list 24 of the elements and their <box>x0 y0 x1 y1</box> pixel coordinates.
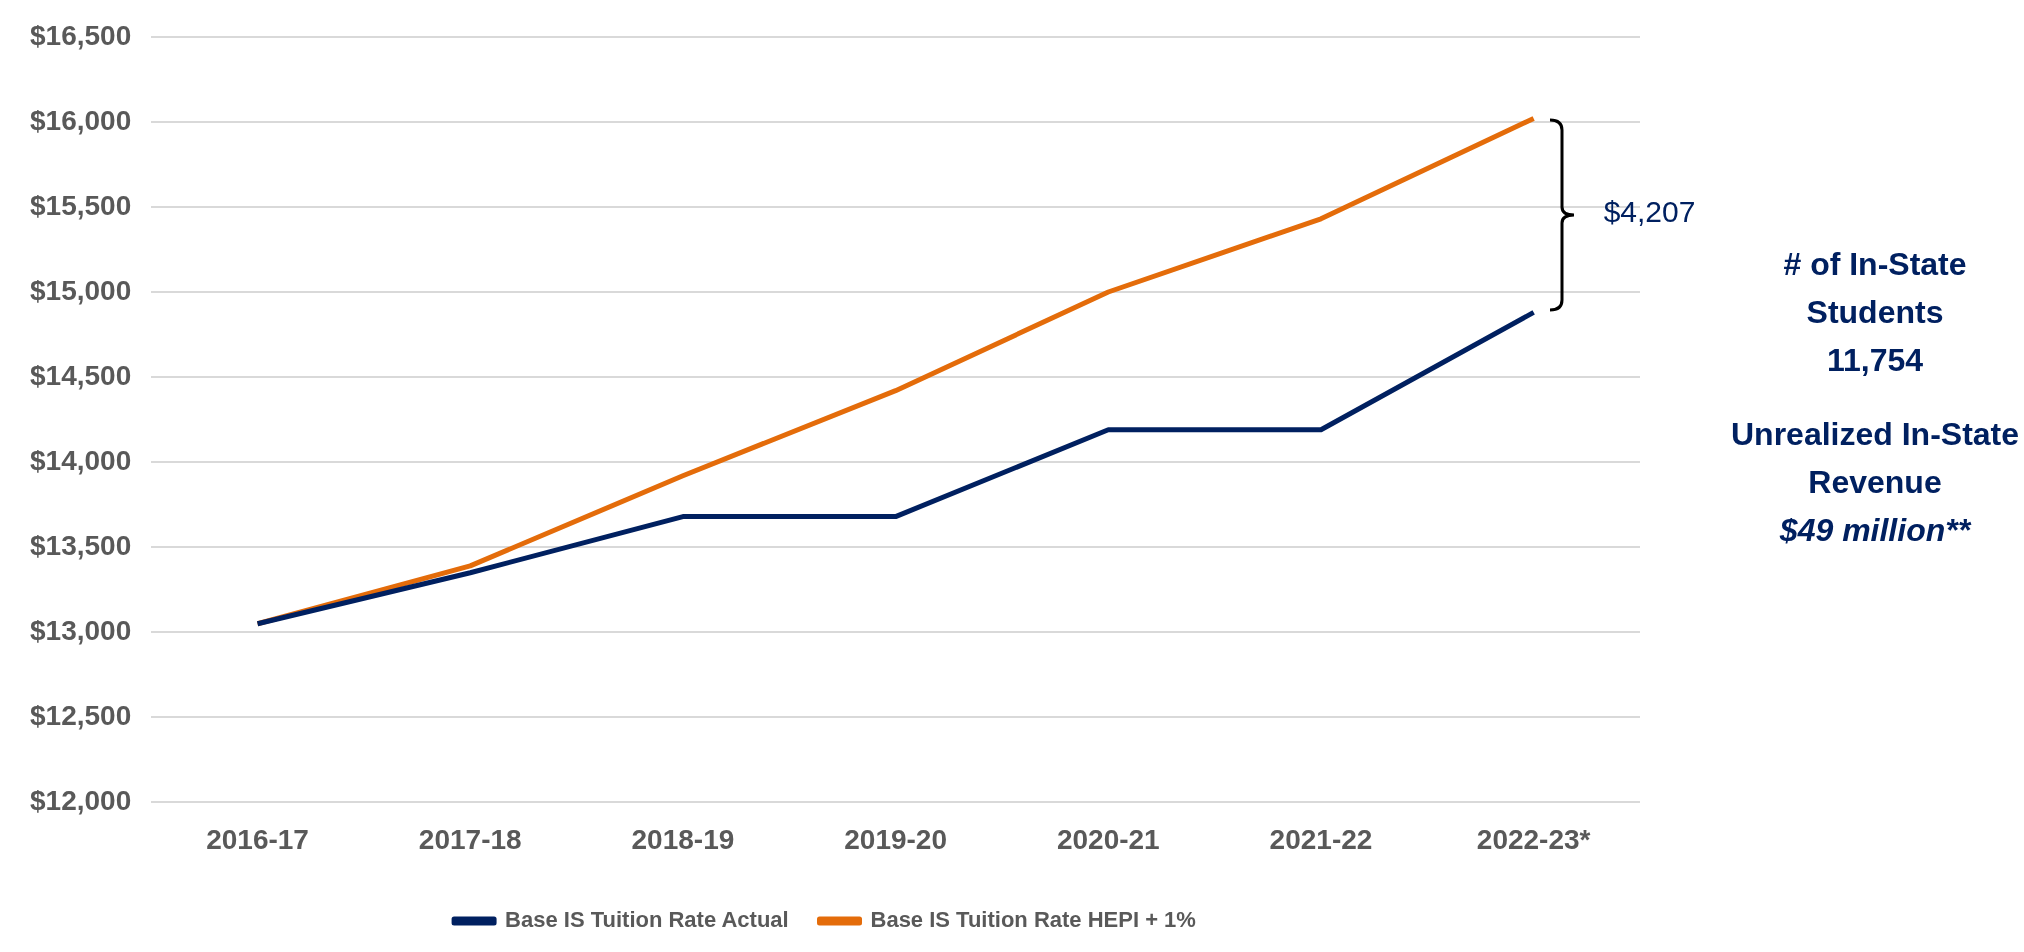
legend-label: Base IS Tuition Rate Actual <box>505 907 789 933</box>
y-tick-label: $13,500 <box>29 529 132 561</box>
y-tick-label: $13,000 <box>29 614 132 646</box>
y-tick-label: $16,500 <box>29 19 132 51</box>
text: Unrealized In-State Revenue <box>1730 415 2020 502</box>
legend-label: Base IS Tuition Rate HEPI + 1% <box>870 907 1196 933</box>
x-tick-label: 2020-21 <box>1056 823 1160 855</box>
y-tick-label: $12,000 <box>29 785 132 817</box>
x-tick-label: 2016-17 <box>206 823 309 855</box>
annotation: $4,207 <box>1603 195 1696 230</box>
x-tick-label: 2022-23* <box>1476 823 1591 855</box>
y-tick-label: $15,000 <box>29 274 132 306</box>
x-tick-label: 2017-18 <box>418 823 522 855</box>
text: # of In-State Students <box>1782 245 1968 332</box>
x-tick-label: 2018-19 <box>631 823 735 855</box>
y-tick-label: $15,500 <box>29 189 132 221</box>
x-tick-label: 2021-22 <box>1269 823 1373 855</box>
y-tick-label: $12,500 <box>29 700 132 732</box>
text: $49 million** <box>1778 511 1973 550</box>
y-tick-label: $16,000 <box>29 104 132 136</box>
x-tick-label: 2019-20 <box>844 823 947 855</box>
text: 11,754 <box>1825 341 1925 380</box>
y-tick-label: $14,500 <box>29 359 132 391</box>
y-tick-label: $14,000 <box>29 444 132 476</box>
